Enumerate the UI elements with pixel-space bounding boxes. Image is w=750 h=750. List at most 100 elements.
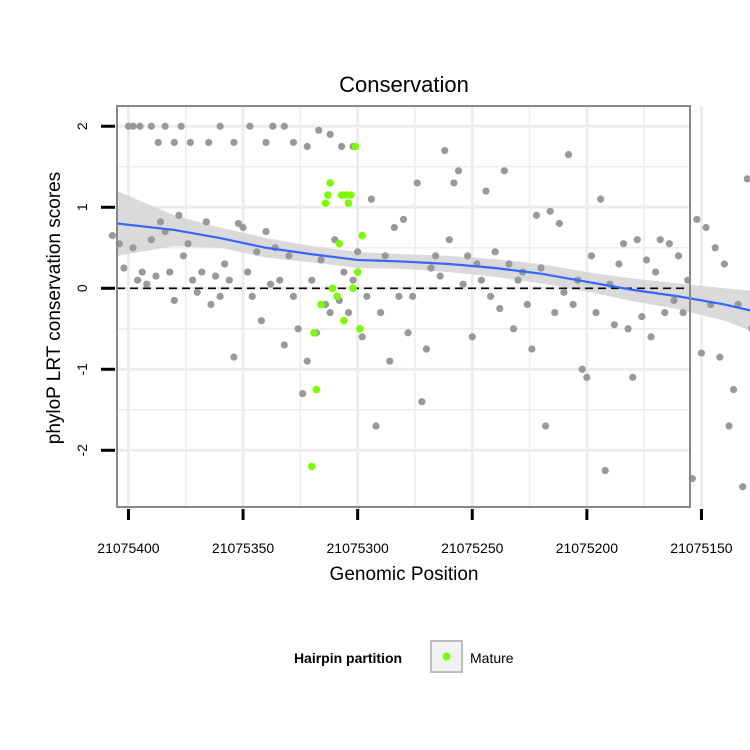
data-point: [156, 218, 165, 226]
data-point: [338, 142, 346, 151]
data-point: [276, 276, 284, 284]
data-point: [697, 349, 706, 357]
data-point: [386, 357, 394, 365]
legend-key-marker: [442, 652, 451, 661]
data-point: [152, 272, 160, 280]
data-point: [129, 122, 137, 130]
data-point: [372, 422, 380, 430]
data-point: [583, 373, 591, 381]
data-point: [317, 256, 325, 264]
data-point: [720, 260, 728, 268]
mature-point: [356, 324, 364, 333]
data-point: [569, 300, 577, 309]
data-point: [253, 248, 261, 256]
x-tick-label: 21075350: [212, 540, 275, 556]
data-point: [225, 276, 233, 284]
data-point: [633, 236, 641, 244]
data-point: [257, 317, 265, 325]
data-point: [702, 223, 710, 232]
data-point: [743, 175, 750, 183]
data-point: [491, 248, 499, 256]
mature-point: [340, 316, 348, 325]
data-point: [546, 207, 554, 215]
x-tick-label: 21075150: [670, 540, 733, 556]
data-point: [170, 296, 178, 305]
data-point: [108, 232, 117, 240]
data-point: [615, 260, 623, 268]
panel-border: [116, 105, 691, 508]
data-point: [315, 126, 323, 134]
data-point: [285, 252, 293, 260]
data-point: [280, 341, 288, 349]
data-point: [326, 130, 334, 138]
background-points: [108, 122, 750, 491]
mature-point: [349, 284, 357, 293]
data-point: [143, 280, 151, 288]
data-point: [477, 276, 486, 284]
data-point: [154, 138, 162, 147]
data-point: [441, 146, 449, 155]
data-point: [216, 122, 224, 130]
data-point: [404, 329, 412, 337]
chart-title: Conservation: [339, 72, 469, 97]
x-axis-ticks: 21075400 21075350 21075300 21075250 21075200…: [97, 509, 733, 556]
data-point: [303, 357, 311, 365]
data-point: [656, 236, 664, 244]
data-point: [528, 345, 536, 353]
data-point: [289, 138, 298, 147]
mature-point: [353, 268, 362, 276]
x-tick-label: 21075250: [441, 540, 504, 556]
data-point: [205, 138, 213, 147]
y-tick-label: -2: [74, 444, 90, 457]
mature-point: [326, 179, 334, 187]
data-point: [468, 333, 476, 341]
data-point: [262, 138, 270, 147]
data-point: [537, 264, 545, 272]
data-point: [619, 240, 628, 248]
mature-point: [317, 300, 325, 309]
data-point: [248, 292, 256, 300]
data-point: [670, 296, 678, 305]
data-point: [138, 268, 146, 276]
data-point: [202, 218, 210, 226]
data-point: [532, 211, 541, 219]
data-point: [555, 219, 563, 228]
data-point: [230, 353, 238, 361]
data-point: [642, 256, 651, 264]
data-point: [514, 276, 522, 284]
data-point: [629, 373, 637, 381]
data-point: [436, 272, 444, 280]
data-point: [464, 252, 472, 260]
data-point: [147, 236, 155, 244]
data-point: [294, 325, 302, 333]
mature-point: [335, 239, 344, 248]
data-point: [647, 333, 655, 341]
data-point: [459, 280, 467, 288]
data-point: [560, 288, 568, 296]
y-axis-title: phyloP LRT conservation scores: [44, 172, 65, 445]
data-point: [652, 268, 660, 276]
data-point: [367, 195, 376, 203]
data-point: [551, 308, 559, 317]
data-point: [186, 138, 194, 147]
data-point: [454, 167, 463, 175]
data-point: [409, 292, 417, 300]
y-axis-ticks: 2 1 0 -1 -2: [74, 122, 115, 457]
data-point: [418, 398, 426, 406]
data-point: [216, 292, 224, 300]
data-point: [363, 292, 371, 300]
data-point: [349, 276, 357, 284]
mature-point: [310, 329, 318, 337]
data-point: [303, 142, 311, 151]
data-point: [509, 325, 518, 333]
mature-point: [346, 191, 355, 199]
data-point: [376, 308, 385, 317]
data-point: [624, 325, 632, 333]
mature-point: [324, 191, 332, 199]
data-point: [542, 422, 550, 430]
smooth-trend-line: [116, 222, 750, 312]
x-axis-title: Genomic Position: [330, 564, 479, 585]
data-point: [166, 268, 174, 276]
mature-point: [308, 462, 316, 471]
data-point: [211, 272, 220, 280]
